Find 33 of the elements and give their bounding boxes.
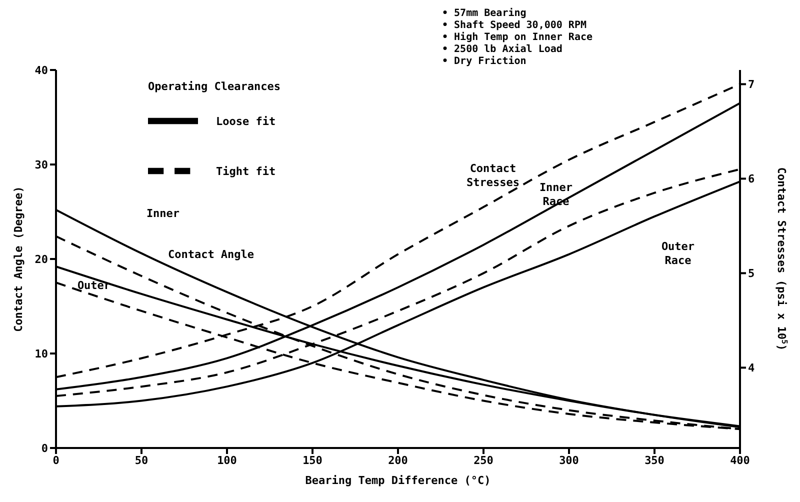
x-tick-label: 250 (474, 454, 494, 467)
x-tick-label: 200 (388, 454, 408, 467)
text: • 2500 lb Axial Load (442, 44, 564, 56)
text: • 57mm Bearing (442, 8, 528, 20)
y2-tick-label: 7 (748, 78, 755, 92)
y-tick-label: 10 (34, 347, 48, 360)
x-tick-label: 400 (730, 454, 750, 467)
annotation: Outer (76, 279, 112, 293)
annotation: Outer Race (660, 240, 696, 268)
x-tick-label: 0 (52, 454, 60, 467)
y-tick-label: 20 (34, 252, 48, 266)
text: • Shaft Speed 30,000 RPM (442, 20, 588, 32)
x-tick-label: 350 (644, 454, 664, 467)
x-tick-label: 100 (217, 454, 237, 467)
y-tick-label: 40 (34, 64, 48, 77)
legend-label: Loose fit (216, 114, 276, 128)
text: • Dry Friction (442, 56, 528, 68)
x-tick-label: 50 (134, 454, 148, 467)
x-axis-title: Bearing Temp Difference (°C) (305, 474, 491, 487)
legend-label: Tight fit (216, 164, 276, 178)
x-tick-label: 150 (302, 454, 322, 467)
y2-tick-label: 5 (748, 267, 755, 280)
legend-title: Operating Clearances (148, 80, 280, 93)
y-tick-label: 30 (34, 158, 48, 172)
y-axis-title: Contact Angle (Degree) (12, 186, 25, 332)
x-tick-label: 300 (559, 454, 579, 467)
annotation: Contact Stresses (466, 162, 520, 190)
y2-tick-label: 4 (748, 362, 755, 375)
annotation: Inner (145, 207, 181, 221)
y-tick-label: 0 (41, 442, 48, 455)
annotation: Contact Angle (166, 248, 256, 262)
y2-tick-label: 6 (748, 172, 755, 186)
text: • High Temp on Inner Race (442, 32, 593, 44)
